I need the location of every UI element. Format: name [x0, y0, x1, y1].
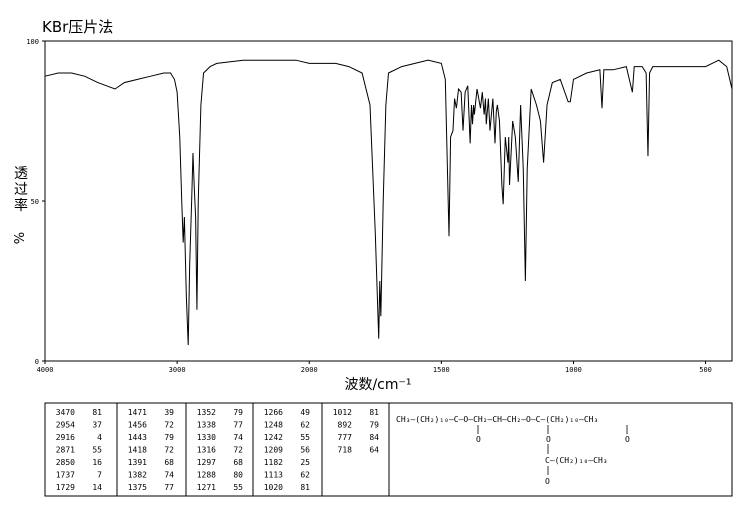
y-tick-label: 50 [31, 198, 39, 206]
transmittance: 77 [164, 483, 174, 492]
wavenumber: 1737 [56, 471, 75, 480]
transmittance: 37 [92, 421, 102, 430]
wavenumber: 1443 [128, 433, 147, 442]
transmittance: 84 [369, 433, 379, 442]
wavenumber: 1330 [197, 433, 216, 442]
transmittance: 81 [369, 408, 379, 417]
wavenumber: 2850 [56, 458, 75, 467]
wavenumber: 1391 [128, 458, 147, 467]
wavenumber: 718 [338, 446, 353, 455]
plot-frame [44, 40, 733, 362]
wavenumber: 1418 [128, 446, 147, 455]
structure-main: CH₃—(CH₂)₁₀—C—O—CH₂—CH—CH₂—O—C—(CH₂)₁₀—C… [396, 415, 598, 424]
wavenumber: 1338 [197, 421, 216, 430]
transmittance: 16 [92, 458, 102, 467]
wavenumber: 3470 [56, 408, 75, 417]
wavenumber: 1248 [264, 421, 283, 430]
transmittance: 7 [97, 471, 102, 480]
transmittance: 55 [233, 483, 243, 492]
x-tick-label: 4000 [37, 366, 54, 374]
wavenumber: 1375 [128, 483, 147, 492]
x-tick-label: 500 [699, 366, 712, 374]
wavenumber: 1266 [264, 408, 283, 417]
transmittance: 4 [97, 433, 102, 442]
wavenumber: 1382 [128, 471, 147, 480]
wavenumber: 892 [338, 421, 353, 430]
transmittance: 72 [164, 446, 174, 455]
transmittance: 74 [233, 433, 243, 442]
spectrum-line [44, 59, 733, 346]
transmittance: 79 [164, 433, 174, 442]
transmittance: 77 [233, 421, 243, 430]
y-axis-label: 透过率 [14, 166, 28, 214]
structure-o: O [545, 477, 550, 486]
x-tick-label: 2000 [301, 366, 318, 374]
transmittance: 72 [233, 446, 243, 455]
transmittance: 79 [233, 408, 243, 417]
x-tick-label: 3000 [169, 366, 186, 374]
transmittance: 64 [369, 446, 379, 455]
chart-title: KBr压片法 [42, 18, 113, 36]
y-tick-label: 100 [26, 38, 39, 46]
y-tick-label: 0 [35, 358, 39, 366]
transmittance: 68 [233, 458, 243, 467]
x-axis-label: 波数/cm⁻¹ [344, 377, 411, 393]
transmittance: 62 [300, 421, 310, 430]
wavenumber: 1182 [264, 458, 283, 467]
wavenumber: 1471 [128, 408, 147, 417]
wavenumber: 2871 [56, 446, 75, 455]
structure: CH₃—(CH₂)₁₀—C—O—CH₂—CH—CH₂—O—C—(CH₂)₁₀—C… [396, 415, 630, 486]
wavenumber: 1242 [264, 433, 283, 442]
x-tick-label: 1000 [565, 366, 582, 374]
transmittance: 56 [300, 446, 310, 455]
transmittance: 55 [300, 433, 310, 442]
wavenumber: 1729 [56, 483, 75, 492]
wavenumber: 2916 [56, 433, 75, 442]
structure-o: O [476, 435, 481, 444]
transmittance: 80 [233, 471, 243, 480]
peak-table: 3470 81 2954 37 2916 4 2871 55 2850 16 1737 7 1729 14… [56, 403, 390, 496]
x-tick-label: 1500 [433, 366, 450, 374]
transmittance: 81 [300, 483, 310, 492]
y-axis-unit: % [10, 232, 25, 244]
wavenumber: 1012 [333, 408, 352, 417]
transmittance: 25 [300, 458, 310, 467]
transmittance: 81 [92, 408, 102, 417]
wavenumber: 1316 [197, 446, 216, 455]
transmittance: 49 [300, 408, 310, 417]
wavenumber: 1020 [264, 483, 283, 492]
transmittance: 79 [369, 421, 379, 430]
transmittance: 72 [164, 421, 174, 430]
transmittance: 39 [164, 408, 174, 417]
wavenumber: 1271 [197, 483, 216, 492]
structure-o: O [625, 435, 630, 444]
wavenumber: 777 [338, 433, 353, 442]
structure-branch: C—(CH₂)₁₀—CH₃ [545, 456, 608, 465]
wavenumber: 2954 [56, 421, 75, 430]
wavenumber: 1288 [197, 471, 216, 480]
transmittance: 55 [92, 446, 102, 455]
wavenumber: 1456 [128, 421, 147, 430]
transmittance: 68 [164, 458, 174, 467]
wavenumber: 1113 [264, 471, 283, 480]
transmittance: 14 [92, 483, 102, 492]
transmittance: 74 [164, 471, 174, 480]
transmittance: 62 [300, 471, 310, 480]
wavenumber: 1209 [264, 446, 283, 455]
wavenumber: 1297 [197, 458, 216, 467]
wavenumber: 1352 [197, 408, 216, 417]
structure-o: O [546, 435, 551, 444]
